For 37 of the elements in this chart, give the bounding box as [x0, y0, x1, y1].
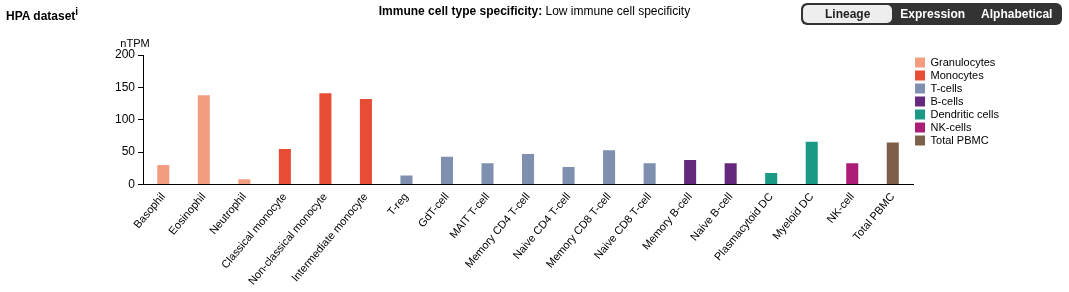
- bar: [278, 148, 291, 185]
- text: Alphabetical: [980, 6, 1054, 23]
- bar: [886, 142, 899, 185]
- legend-label: NK-cells: [930, 120, 972, 133]
- legend-label: Granulocytes: [930, 55, 996, 68]
- bar: [562, 167, 575, 185]
- legend-label: Dendritic cells: [930, 107, 1000, 120]
- bar: [603, 150, 616, 185]
- bar: [805, 141, 818, 185]
- bar: [157, 165, 170, 185]
- y-tick-label: 200: [114, 47, 136, 62]
- y-axis-title: nTPM: [120, 36, 150, 49]
- bar: [724, 163, 737, 185]
- bar: [481, 163, 494, 185]
- bar: [684, 159, 697, 185]
- bar: [197, 95, 210, 185]
- legend-label: Monocytes: [930, 68, 985, 81]
- text: Expression: [899, 6, 967, 23]
- y-tick-label: 150: [114, 79, 136, 94]
- text: Lineage: [803, 5, 893, 23]
- bar: [238, 179, 251, 185]
- legend-label: Total PBMC: [930, 133, 989, 146]
- text: HPA dataset$^{i}$: [6, 6, 79, 23]
- bar: [643, 163, 656, 185]
- y-tick-label: 0: [128, 176, 136, 191]
- legend-label: B-cells: [930, 94, 965, 107]
- bar: [440, 156, 453, 185]
- bar: [846, 163, 859, 185]
- bar: [319, 93, 332, 185]
- legend-label: T-cells: [930, 81, 963, 94]
- bar: [522, 154, 535, 185]
- y-tick-label: 50: [121, 144, 136, 159]
- chart-title: Immune cell type specificity: Low immune cell specificity: [378, 4, 691, 18]
- bar: [400, 175, 413, 185]
- bar: [765, 172, 778, 185]
- y-tick-label: 100: [114, 112, 136, 127]
- bar: [359, 99, 372, 185]
